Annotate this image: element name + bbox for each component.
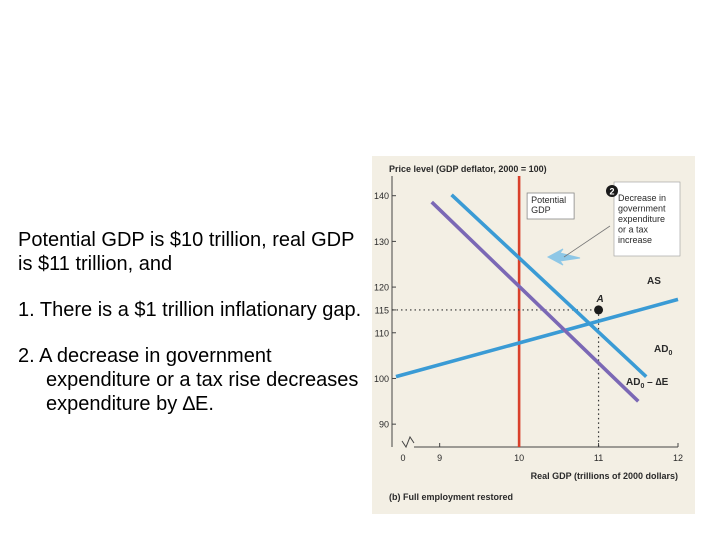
chart-figure: Price level (GDP deflator, 2000 = 100) R… (372, 156, 695, 514)
list-number: 1. (18, 299, 35, 321)
potential-gdp-label-box (526, 192, 575, 220)
x-tick-label: 0 (400, 453, 405, 463)
list-text: A decrease in government expenditure or … (39, 345, 359, 415)
curve-label-ad0: AD0 (654, 344, 672, 357)
step-badge-number: 2 (609, 187, 614, 197)
x-tick-label: 11 (594, 453, 603, 463)
chart-svg: Price level (GDP deflator, 2000 = 100) R… (374, 164, 683, 502)
point-a-marker (594, 305, 604, 315)
y-tick-label: 130 (374, 237, 389, 247)
x-tick-label: 10 (514, 453, 524, 463)
list-number: 2. (18, 345, 35, 367)
curve-as (395, 297, 679, 379)
list-item: 1. There is a $1 trillion inflationary g… (18, 298, 368, 322)
x-tick-label: 12 (673, 453, 683, 463)
curve-label-subscript: 0 (640, 383, 644, 390)
point-a-label: A (596, 294, 604, 305)
potential-gdp-label: GDP (531, 205, 551, 215)
x-axis-label: Real GDP (trillions of 2000 dollars) (531, 471, 678, 481)
annotation-text: Decrease in (618, 193, 666, 203)
step-badge (606, 185, 618, 197)
annotation-text: expenditure (618, 214, 665, 224)
y-tick-label: 140 (374, 191, 389, 201)
intro-text: Potential GDP is $10 trillion, real GDP … (18, 229, 355, 275)
curve-label-suffix: – ∆E (644, 377, 668, 388)
y-tick-label: 110 (375, 328, 389, 338)
y-tick-label: 115 (375, 305, 389, 315)
x-tick-label: 9 (437, 453, 442, 463)
y-tick-label: 100 (374, 374, 389, 384)
y-tick-label: 90 (379, 420, 389, 430)
chart-title: Price level (GDP deflator, 2000 = 100) (389, 164, 547, 174)
annotation-pointer (563, 225, 611, 258)
figure-caption: (b) Full employment restored (389, 492, 513, 502)
list-item: 2. A decrease in government expenditure … (18, 344, 368, 416)
list-text: There is a $1 trillion inflationary gap. (39, 299, 362, 321)
annotation-text: government (618, 204, 666, 214)
slide-text: Potential GDP is $10 trillion, real GDP … (18, 228, 368, 416)
y-tick-label: 120 (374, 283, 389, 293)
curve-ad0 (450, 193, 648, 378)
curve-label-ad0-de: AD0 – ∆E (626, 377, 669, 390)
curve-label-as: AS (647, 276, 661, 287)
annotation-text: or a tax (618, 225, 649, 235)
annotation-box (613, 181, 681, 257)
potential-gdp-label: Potential (531, 195, 566, 205)
curve-label-subscript: 0 (668, 350, 672, 357)
annotation-text: increase (618, 235, 652, 245)
axis-break-mark (401, 435, 415, 449)
curve-ad0-de (430, 200, 640, 403)
